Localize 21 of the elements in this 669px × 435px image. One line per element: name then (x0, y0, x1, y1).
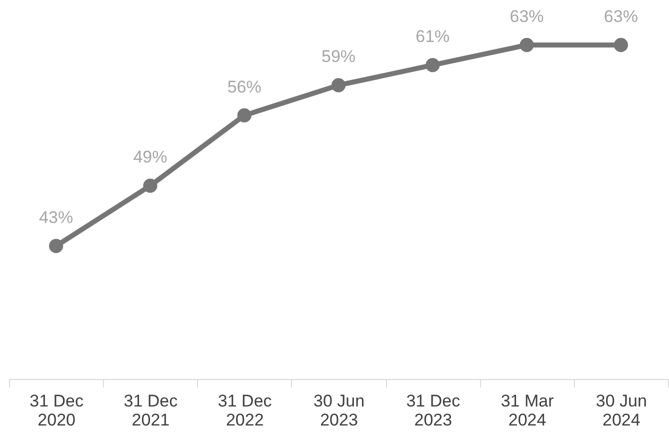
point (49, 238, 64, 254)
point (614, 38, 628, 52)
x-tick-label: 30 Jun 2023 (313, 392, 365, 430)
point (520, 38, 534, 52)
x-tick-label: 31 Mar 2024 (500, 392, 554, 430)
x-tick-label: 31 Dec 2021 (124, 392, 178, 430)
x-tick-label: 31 Dec 2023 (406, 392, 461, 430)
data-label: 49% (133, 148, 168, 167)
point (331, 78, 346, 92)
data-label: 56% (227, 77, 262, 96)
data-label: 63% (510, 7, 544, 26)
x-tick-label: 31 Dec 2020 (30, 392, 84, 430)
point (237, 108, 252, 122)
point (426, 58, 440, 72)
data-label: 61% (416, 27, 450, 46)
data-label: 43% (39, 208, 74, 227)
x-tick-label: 31 Dec 2022 (218, 392, 272, 430)
data-label: 63% (604, 7, 638, 26)
data-label: 59% (321, 47, 356, 66)
x-tick-label: 30 Jun 2024 (596, 392, 647, 430)
point (143, 178, 158, 193)
